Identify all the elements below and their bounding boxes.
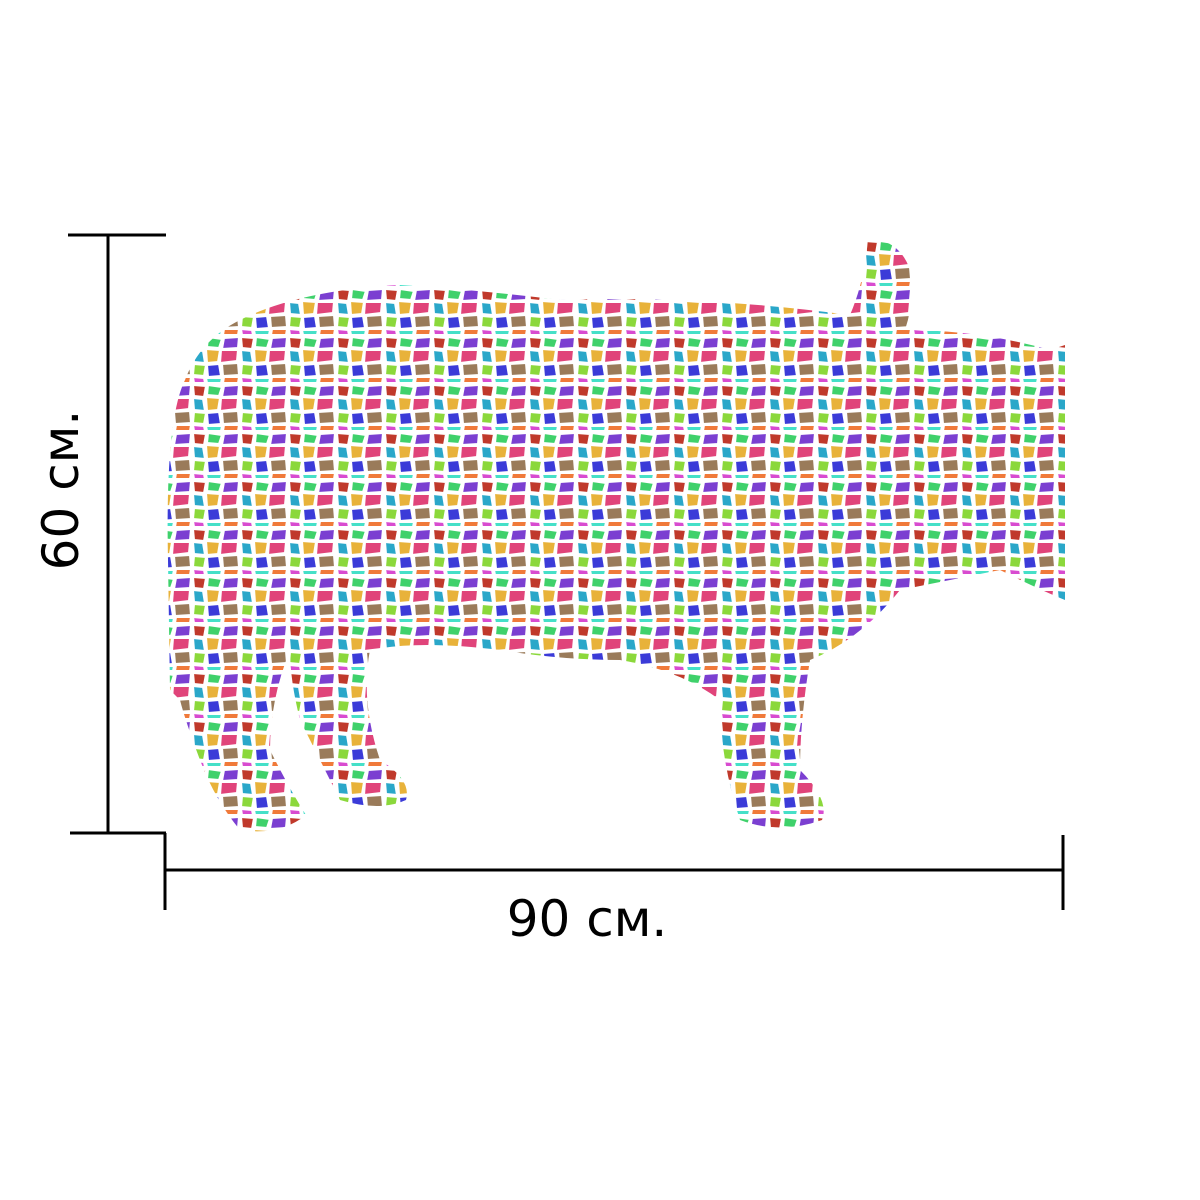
buffalo-silhouette bbox=[167, 238, 1065, 832]
height-label: 60 см. bbox=[32, 410, 90, 571]
width-label: 90 см. bbox=[507, 890, 668, 948]
width-dimension: 90 см. bbox=[163, 833, 1065, 948]
height-dimension: 60 см. bbox=[32, 233, 166, 835]
